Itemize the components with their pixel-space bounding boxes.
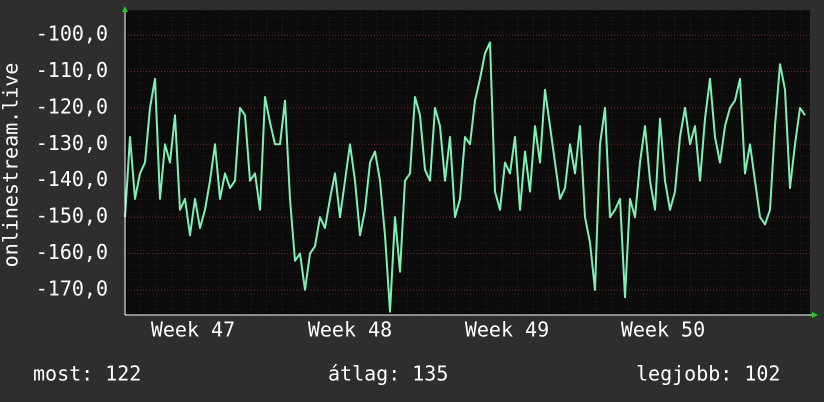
stat-label: most:	[33, 362, 93, 386]
minor-grid	[125, 10, 810, 315]
stat-value: 135	[412, 362, 448, 386]
x-tick-label: Week 47	[151, 318, 235, 342]
stat-value: 122	[105, 362, 141, 386]
y-arrow	[122, 6, 128, 12]
y-tick-label: -120,0	[36, 94, 108, 118]
x-tick-label: Week 50	[621, 318, 705, 342]
x-tick-label: Week 48	[308, 318, 392, 342]
y-tick-label: -170,0	[36, 276, 108, 300]
y-tick-label: -130,0	[36, 131, 108, 155]
x-arrow	[812, 312, 818, 318]
y-axis-label: onlinestream.live	[0, 63, 23, 268]
stat-value: 102	[744, 362, 780, 386]
data-line	[124, 41, 806, 313]
x-tick-label: Week 49	[465, 318, 549, 342]
stat-label: legjobb:	[636, 362, 732, 386]
y-tick-label: -140,0	[36, 167, 108, 191]
stat-label: átlag:	[328, 362, 400, 386]
y-tick-label: -160,0	[36, 240, 108, 264]
y-tick-label: -100,0	[36, 22, 108, 46]
y-tick-label: -150,0	[36, 204, 108, 228]
y-tick-label: -110,0	[36, 58, 108, 82]
